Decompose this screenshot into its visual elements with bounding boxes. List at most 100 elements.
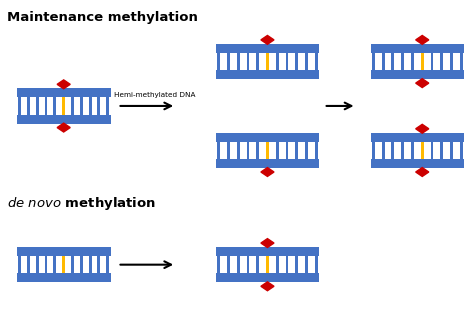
Bar	[54, 256, 56, 273]
Bar	[216, 247, 319, 256]
Bar	[421, 142, 424, 159]
Bar	[421, 53, 424, 70]
Bar	[237, 256, 240, 273]
Polygon shape	[57, 80, 70, 89]
Bar	[27, 97, 30, 115]
Text: Hemi-methylated DNA: Hemi-methylated DNA	[114, 92, 196, 98]
Bar	[89, 97, 91, 115]
Bar	[285, 142, 288, 159]
Bar	[89, 256, 91, 273]
Bar	[315, 256, 318, 273]
Bar	[98, 256, 100, 273]
Bar	[276, 53, 279, 70]
Bar	[27, 256, 30, 273]
Bar	[216, 44, 319, 53]
Bar	[246, 53, 249, 70]
Bar	[106, 256, 109, 273]
Bar	[460, 142, 463, 159]
Bar	[371, 142, 464, 159]
Bar	[276, 256, 279, 273]
Bar	[285, 256, 288, 273]
Polygon shape	[261, 282, 274, 291]
Bar	[17, 256, 110, 273]
Bar	[106, 97, 109, 115]
Bar	[401, 53, 404, 70]
Bar	[71, 97, 74, 115]
Bar	[216, 133, 319, 142]
Bar	[401, 142, 404, 159]
Polygon shape	[416, 168, 429, 176]
Polygon shape	[416, 36, 429, 44]
Bar	[266, 53, 269, 70]
Bar	[382, 53, 384, 70]
Bar	[71, 256, 74, 273]
Bar	[217, 256, 220, 273]
Bar	[98, 97, 100, 115]
Bar	[371, 133, 464, 142]
Bar	[305, 256, 308, 273]
Bar	[237, 53, 240, 70]
Bar	[460, 53, 463, 70]
Bar	[18, 97, 21, 115]
Bar	[17, 97, 110, 115]
Bar	[372, 142, 375, 159]
Bar	[440, 142, 443, 159]
Bar	[371, 70, 464, 79]
Bar	[216, 133, 319, 142]
Bar	[450, 53, 453, 70]
Bar	[17, 273, 110, 282]
Bar	[17, 88, 110, 97]
Bar	[285, 53, 288, 70]
Bar	[227, 256, 230, 273]
Bar	[237, 142, 240, 159]
Bar	[256, 142, 259, 159]
Bar	[371, 70, 464, 79]
Bar	[450, 142, 453, 159]
Bar	[216, 273, 319, 282]
Bar	[36, 97, 39, 115]
Bar	[216, 247, 319, 256]
Bar	[371, 44, 464, 53]
Bar	[17, 115, 110, 124]
Polygon shape	[57, 123, 70, 132]
Bar	[216, 273, 319, 282]
Bar	[80, 256, 82, 273]
Bar	[217, 142, 220, 159]
Bar	[266, 142, 269, 159]
Bar	[315, 53, 318, 70]
Bar	[216, 44, 319, 53]
Bar	[216, 142, 319, 159]
Bar	[62, 97, 65, 115]
Bar	[17, 247, 110, 256]
Bar	[227, 53, 230, 70]
Bar	[45, 256, 47, 273]
Polygon shape	[261, 36, 274, 44]
Bar	[256, 256, 259, 273]
Bar	[216, 53, 319, 70]
Bar	[17, 247, 110, 256]
Bar	[372, 53, 375, 70]
Bar	[276, 142, 279, 159]
Bar	[17, 88, 110, 97]
Bar	[45, 97, 47, 115]
Bar	[392, 53, 394, 70]
Bar	[216, 256, 319, 273]
Bar	[305, 142, 308, 159]
Polygon shape	[261, 168, 274, 176]
Bar	[371, 159, 464, 168]
Bar	[371, 44, 464, 53]
Bar	[18, 256, 21, 273]
Bar	[430, 142, 433, 159]
Bar	[295, 53, 298, 70]
Text: $\mathit{de\ novo}$ methylation: $\mathit{de\ novo}$ methylation	[8, 195, 156, 212]
Bar	[36, 256, 39, 273]
Bar	[411, 53, 414, 70]
Text: Maintenance methylation: Maintenance methylation	[8, 11, 198, 24]
Bar	[62, 256, 65, 273]
Bar	[256, 53, 259, 70]
Bar	[17, 115, 110, 124]
Bar	[295, 256, 298, 273]
Bar	[315, 142, 318, 159]
Bar	[217, 53, 220, 70]
Bar	[295, 142, 298, 159]
